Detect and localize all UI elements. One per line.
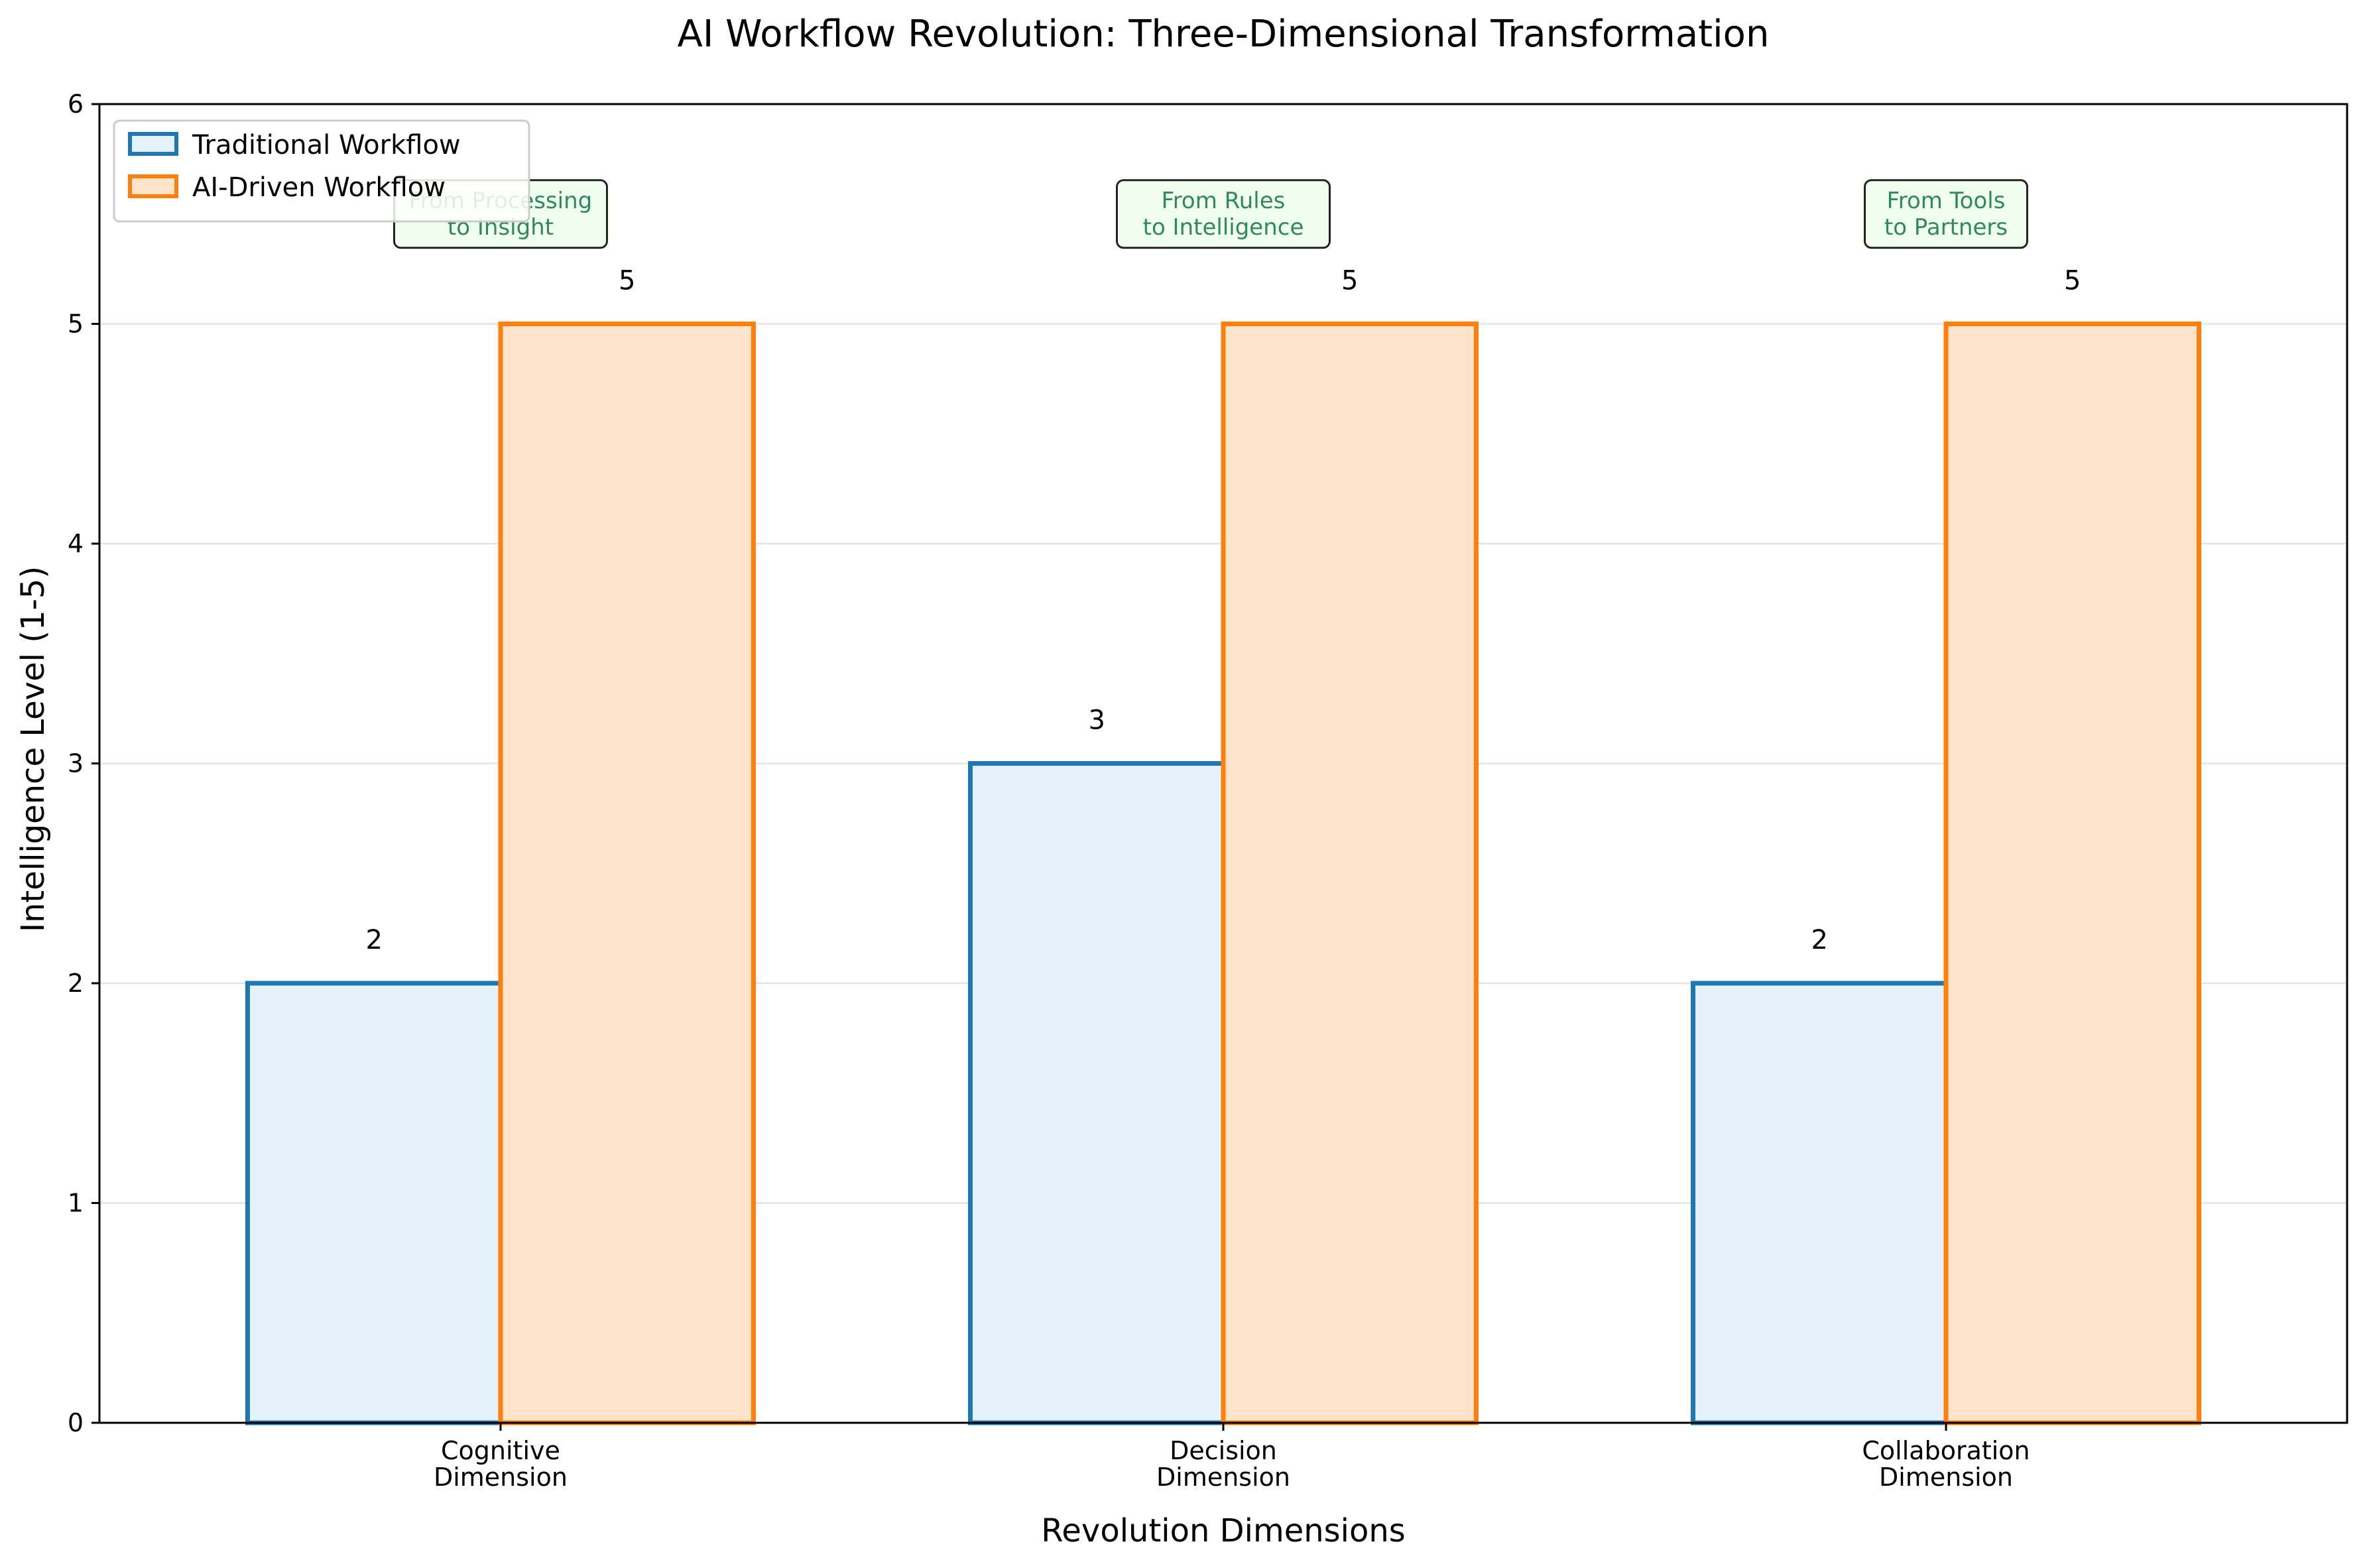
x-axis-title: Revolution Dimensions [1041,1512,1406,1549]
legend-frame [113,119,530,223]
annotation-text: to Intelligence [1143,214,1304,241]
value-label: 3 [1089,705,1105,736]
legend-label: AI-Driven Workflow [192,172,446,203]
y-tick-label: 2 [68,969,84,998]
bar-traditional-1 [967,761,1226,1425]
annotation-text: to Partners [1884,214,2008,241]
legend: Traditional Workflow AI-Driven Workflow [113,119,530,223]
bars-layer [245,322,2202,1425]
bar-ai-driven-0 [498,322,756,1425]
x-tick-label: Dimension [1156,1463,1290,1492]
value-label: 5 [2064,266,2081,296]
value-label: 2 [365,925,382,955]
chart-title: AI Workflow Revolution: Three-Dimensiona… [678,13,1770,56]
y-axis-title: Intelligence Level (1-5) [15,566,52,932]
annotation-box [1864,179,2029,249]
value-labels-layer: 2 3 2 5 5 5 [365,266,2081,956]
legend-swatch-traditional [128,132,178,156]
y-tick-label: 6 [68,90,84,119]
x-tick-label: Cognitive [441,1436,560,1465]
x-tick-label: Collaboration [1862,1436,2030,1465]
bar-traditional-0 [245,981,503,1425]
y-tick-label: 4 [68,529,84,558]
legend-label: Traditional Workflow [192,130,461,160]
annotation-text: From Rules [1162,188,1286,214]
value-label: 2 [1811,925,1828,955]
y-tick-label: 1 [68,1189,84,1218]
annotation-box [1116,179,1331,249]
bar-traditional-2 [1691,981,1949,1425]
x-tick-label: Dimension [1879,1463,2013,1492]
y-tick-label: 0 [68,1408,84,1437]
y-tick-label: 5 [68,310,84,339]
legend-swatch-ai-driven [128,174,178,198]
annotation-text: From Tools [1887,188,2006,214]
bar-ai-driven-2 [1943,322,2202,1425]
bar-ai-driven-1 [1221,322,1479,1425]
value-label: 5 [1341,266,1358,296]
y-tick-label: 3 [68,749,84,778]
axes-layer: 0123456CognitiveDimensionDecisionDimensi… [68,90,2348,1492]
value-label: 5 [619,266,635,296]
x-tick-label: Dimension [434,1463,568,1492]
x-tick-label: Decision [1170,1436,1277,1465]
